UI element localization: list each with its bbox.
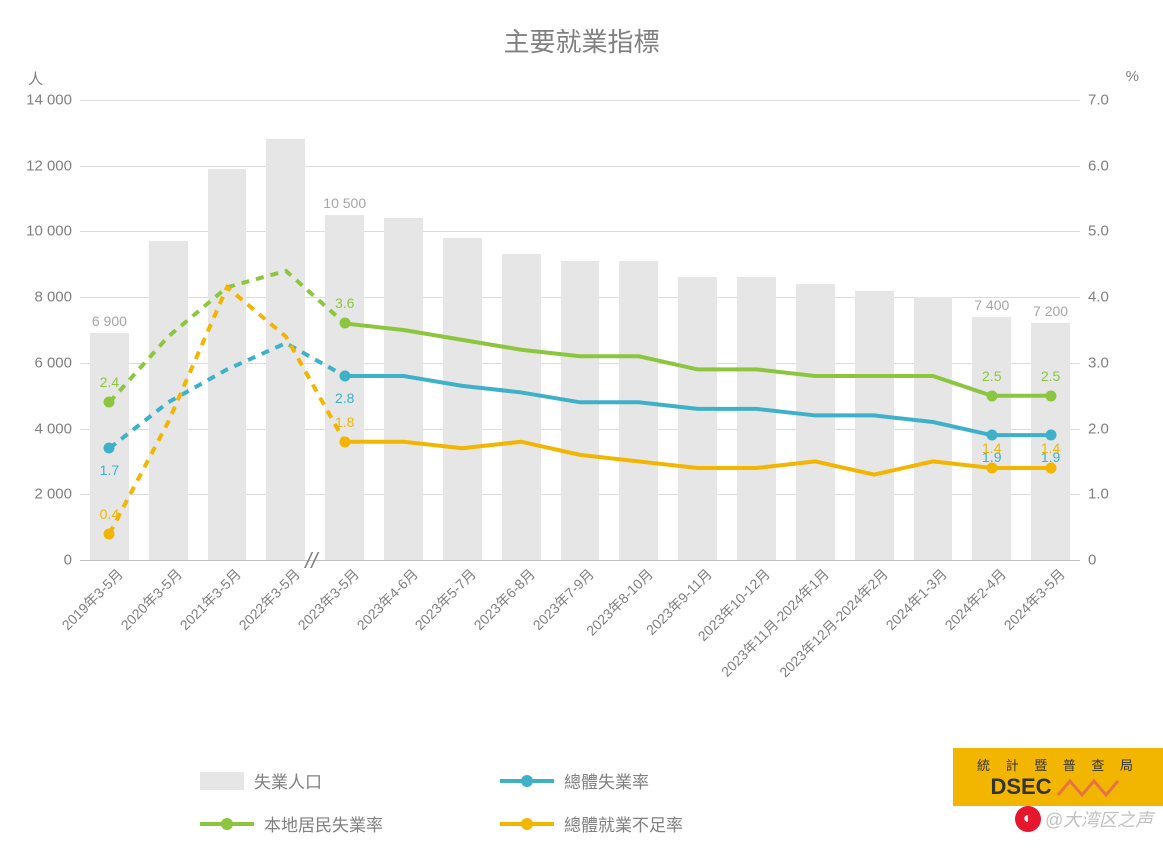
watermark-zigzag-icon	[1056, 775, 1126, 799]
y-right-axis-label: %	[1126, 68, 1139, 85]
legend-swatch-line	[200, 822, 254, 826]
x-tick: 2021年3-5月	[171, 560, 246, 635]
plot-area: 02 0004 0006 0008 00010 00012 00014 0000…	[80, 100, 1080, 560]
y-right-tick: 6.0	[1080, 157, 1109, 174]
y-left-tick: 14 000	[26, 92, 80, 109]
y-right-tick: 1.0	[1080, 486, 1109, 503]
x-tick: 2023年3-5月	[289, 560, 364, 635]
y-left-tick: 12 000	[26, 157, 80, 174]
x-tick: 2024年3-5月	[994, 560, 1069, 635]
line-value-label: 1.4	[1041, 440, 1060, 456]
y-right-tick: 3.0	[1080, 354, 1109, 371]
y-left-tick: 10 000	[26, 223, 80, 240]
bar-value-label: 10 500	[323, 195, 366, 211]
y-left-tick: 8 000	[34, 289, 80, 306]
y-right-tick: 2.0	[1080, 420, 1109, 437]
x-tick: 2024年1-3月	[877, 560, 952, 635]
line-value-label: 2.4	[100, 374, 119, 390]
bar	[208, 169, 247, 560]
line-marker	[104, 528, 115, 539]
y-right-tick: 0	[1080, 552, 1096, 569]
line-value-label: 2.8	[335, 390, 354, 406]
bar	[561, 261, 600, 560]
x-tick: 2023年6-8月	[465, 560, 540, 635]
line-marker	[1045, 463, 1056, 474]
line-marker	[339, 371, 350, 382]
axis-break-marker: //	[305, 548, 317, 574]
legend-label: 失業人口	[254, 768, 322, 793]
bar	[619, 261, 658, 560]
x-tick: 2022年3-5月	[230, 560, 305, 635]
bar	[796, 284, 835, 560]
y-right-tick: 4.0	[1080, 289, 1109, 306]
line-marker	[986, 463, 997, 474]
x-tick: 2023年5-7月	[406, 560, 481, 635]
line-marker	[986, 390, 997, 401]
y-left-axis-label: 人	[28, 68, 43, 89]
bar	[855, 291, 894, 560]
y-left-tick: 2 000	[34, 486, 80, 503]
grid-line	[80, 166, 1080, 167]
line-value-label: 3.6	[335, 295, 354, 311]
bar-value-label: 6 900	[92, 313, 127, 329]
legend-item: 失業人口	[200, 768, 460, 793]
legend-item: 本地居民失業率	[200, 811, 460, 836]
legend-label: 總體失業率	[564, 768, 649, 793]
source-watermark: 統 計 暨 普 查 局 DSEC	[953, 748, 1163, 806]
watermark-org-name: 統 計 暨 普 查 局	[977, 755, 1139, 774]
bar	[325, 215, 364, 560]
x-tick: 2020年3-5月	[112, 560, 187, 635]
weibo-icon: ◐	[1015, 806, 1041, 832]
line-marker	[339, 436, 350, 447]
line-marker	[339, 318, 350, 329]
y-left-tick: 0	[64, 552, 80, 569]
watermark-org-code: DSEC	[990, 774, 1051, 800]
chart-container: 主要就業指標 人 % 02 0004 0006 0008 00010 00012…	[0, 0, 1163, 852]
x-tick: 2023年4-6月	[347, 560, 422, 635]
bar	[443, 238, 482, 560]
line-value-label: 2.5	[982, 368, 1001, 384]
line-value-label: 1.4	[982, 440, 1001, 456]
legend-item: 總體失業率	[500, 768, 760, 793]
legend-label: 總體就業不足率	[564, 811, 683, 836]
legend-swatch-line	[500, 822, 554, 826]
bar-value-label: 7 200	[1033, 303, 1068, 319]
legend-swatch-bar	[200, 772, 244, 790]
bar	[149, 241, 188, 560]
x-tick: 2019年3-5月	[53, 560, 128, 635]
x-tick: 2024年2-4月	[936, 560, 1011, 635]
bar	[678, 277, 717, 560]
y-right-tick: 7.0	[1080, 92, 1109, 109]
bar	[914, 297, 953, 560]
legend: 失業人口 總體失業率本地居民失業率 總體就業不足率	[200, 768, 820, 836]
y-left-tick: 4 000	[34, 420, 80, 437]
legend-item: 總體就業不足率	[500, 811, 760, 836]
weibo-handle: @大湾区之声	[1045, 806, 1153, 832]
line-value-label: 2.5	[1041, 368, 1060, 384]
line-marker	[1045, 430, 1056, 441]
line-value-label: 1.7	[100, 462, 119, 478]
chart-title: 主要就業指標	[503, 22, 659, 59]
bar	[737, 277, 776, 560]
bar	[266, 139, 305, 560]
y-right-tick: 5.0	[1080, 223, 1109, 240]
legend-label: 本地居民失業率	[264, 811, 383, 836]
line-marker	[1045, 390, 1056, 401]
bar	[384, 218, 423, 560]
y-left-tick: 6 000	[34, 354, 80, 371]
line-marker	[104, 443, 115, 454]
grid-line	[80, 100, 1080, 101]
bar	[502, 254, 541, 560]
legend-swatch-line	[500, 779, 554, 783]
line-marker	[104, 397, 115, 408]
bar-value-label: 7 400	[974, 297, 1009, 313]
line-value-label: 0.4	[100, 506, 119, 522]
weibo-attribution: ◐ @大湾区之声	[1015, 806, 1153, 832]
line-marker	[986, 430, 997, 441]
line-value-label: 1.8	[335, 414, 354, 430]
